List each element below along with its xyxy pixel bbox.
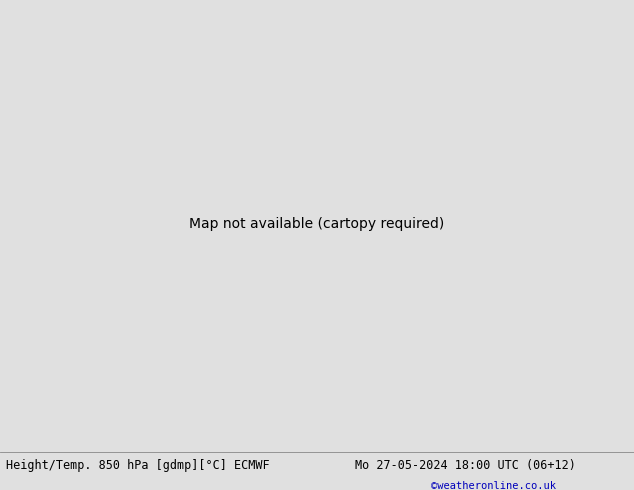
- Text: ©weatheronline.co.uk: ©weatheronline.co.uk: [431, 481, 556, 490]
- Text: Mo 27-05-2024 18:00 UTC (06+12): Mo 27-05-2024 18:00 UTC (06+12): [355, 459, 576, 472]
- Text: Height/Temp. 850 hPa [gdmp][°C] ECMWF: Height/Temp. 850 hPa [gdmp][°C] ECMWF: [6, 459, 270, 472]
- Text: Map not available (cartopy required): Map not available (cartopy required): [190, 217, 444, 231]
